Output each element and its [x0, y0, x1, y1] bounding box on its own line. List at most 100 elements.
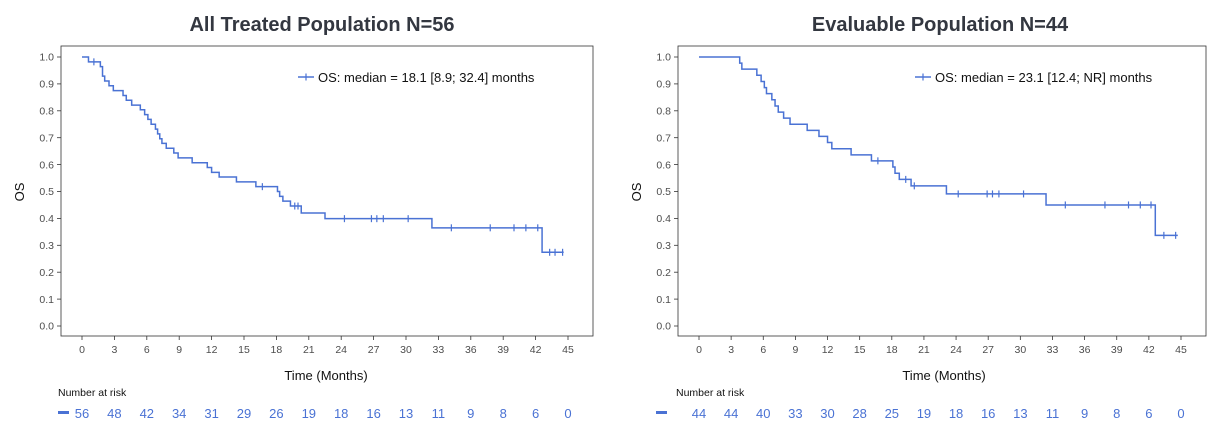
x-tick-label: 3 [728, 344, 734, 356]
y-tick-label: 0.8 [39, 106, 54, 118]
x-tick-label: 45 [562, 344, 574, 356]
x-tick-label: 36 [1079, 344, 1091, 356]
risk-count: 31 [204, 406, 218, 421]
x-tick-label: 12 [822, 344, 834, 356]
risk-count: 8 [1113, 406, 1120, 421]
x-tick-label: 30 [1014, 344, 1026, 356]
x-tick-label: 18 [271, 344, 283, 356]
y-tick-label: 0.7 [656, 132, 671, 144]
km-panel-all-treated: All Treated Population N=56 Time (Months… [12, 14, 594, 421]
risk-count: 18 [334, 406, 348, 421]
risk-count: 34 [172, 406, 186, 421]
chart-title: Evaluable Population N=44 [812, 14, 1069, 36]
plot-frame [677, 45, 1207, 337]
y-tick-label: 1.0 [39, 52, 54, 64]
y-axis-label: OS [12, 182, 27, 201]
x-tick-label: 0 [79, 344, 85, 356]
x-tick-label: 3 [111, 344, 117, 356]
risk-strata-marker [58, 411, 69, 414]
risk-count: 26 [269, 406, 283, 421]
risk-count: 11 [432, 406, 446, 421]
risk-count: 44 [724, 406, 738, 421]
risk-count: 30 [820, 406, 834, 421]
risk-count: 11 [1046, 406, 1060, 421]
y-tick-label: 0.2 [39, 267, 54, 279]
x-tick-label: 6 [144, 344, 150, 356]
y-tick-label: 0.3 [39, 240, 54, 252]
x-tick-label: 12 [206, 344, 218, 356]
risk-count: 48 [107, 406, 121, 421]
y-tick-label: 1.0 [656, 52, 671, 64]
x-tick-label: 24 [950, 344, 962, 356]
risk-table-label: Number at risk [676, 387, 745, 399]
risk-table-label: Number at risk [58, 387, 127, 399]
x-tick-label: 36 [465, 344, 477, 356]
x-tick-label: 18 [886, 344, 898, 356]
y-tick-label: 0.5 [656, 186, 671, 198]
x-tick-label: 0 [696, 344, 702, 356]
y-tick-label: 0.4 [39, 213, 54, 225]
risk-count: 19 [302, 406, 316, 421]
x-tick-label: 42 [1143, 344, 1155, 356]
risk-count: 33 [788, 406, 802, 421]
risk-count: 44 [692, 406, 706, 421]
chart-title: All Treated Population N=56 [189, 14, 454, 36]
y-tick-label: 0.2 [656, 267, 671, 279]
risk-count: 0 [564, 406, 571, 421]
y-tick-label: 0.1 [656, 294, 671, 306]
x-tick-label: 9 [792, 344, 798, 356]
risk-count: 9 [467, 406, 474, 421]
y-tick-label: 0.6 [656, 159, 671, 171]
risk-count: 9 [1081, 406, 1088, 421]
y-tick-label: 0.7 [39, 132, 54, 144]
y-tick-label: 0.4 [656, 213, 671, 225]
y-tick-label: 0.0 [39, 321, 54, 333]
x-tick-label: 27 [368, 344, 380, 356]
x-tick-label: 21 [918, 344, 930, 356]
x-axis-label: Time (Months) [902, 368, 985, 383]
risk-count: 29 [237, 406, 251, 421]
x-tick-label: 15 [238, 344, 250, 356]
y-tick-label: 0.3 [656, 240, 671, 252]
y-tick-label: 0.0 [656, 321, 671, 333]
x-tick-label: 30 [400, 344, 412, 356]
risk-count: 8 [500, 406, 507, 421]
x-tick-label: 45 [1175, 344, 1187, 356]
km-panel-evaluable: Evaluable Population N=44 Time (Months) … [629, 14, 1207, 421]
x-tick-label: 33 [1047, 344, 1059, 356]
risk-count: 28 [852, 406, 866, 421]
risk-count: 16 [366, 406, 380, 421]
legend-label: OS: median = 18.1 [8.9; 32.4] months [318, 70, 535, 85]
x-tick-label: 39 [1111, 344, 1123, 356]
x-tick-label: 39 [497, 344, 509, 356]
x-tick-label: 9 [176, 344, 182, 356]
risk-count: 42 [140, 406, 154, 421]
risk-count: 25 [885, 406, 899, 421]
risk-count: 6 [532, 406, 539, 421]
y-axis-label: OS [629, 182, 644, 201]
survival-curve [699, 56, 1178, 237]
x-tick-label: 27 [982, 344, 994, 356]
legend-label: OS: median = 23.1 [12.4; NR] months [935, 70, 1153, 85]
survival-curve [82, 56, 564, 254]
x-tick-label: 33 [433, 344, 445, 356]
risk-strata-marker [656, 411, 667, 414]
x-tick-label: 42 [530, 344, 542, 356]
risk-count: 56 [75, 406, 89, 421]
y-tick-label: 0.9 [656, 79, 671, 91]
risk-count: 13 [399, 406, 413, 421]
risk-count: 40 [756, 406, 770, 421]
x-tick-label: 24 [335, 344, 347, 356]
plot-frame [60, 45, 594, 337]
x-tick-label: 15 [854, 344, 866, 356]
y-tick-label: 0.1 [39, 294, 54, 306]
risk-count: 6 [1145, 406, 1152, 421]
y-tick-label: 0.8 [656, 106, 671, 118]
y-tick-label: 0.6 [39, 159, 54, 171]
risk-count: 18 [949, 406, 963, 421]
y-tick-label: 0.9 [39, 79, 54, 91]
x-tick-label: 6 [760, 344, 766, 356]
y-tick-label: 0.5 [39, 186, 54, 198]
risk-count: 19 [917, 406, 931, 421]
